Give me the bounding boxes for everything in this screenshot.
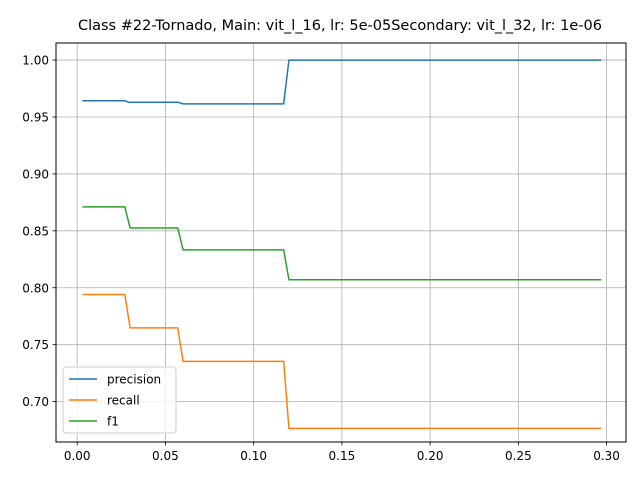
y-tick-label: 0.70 xyxy=(22,395,49,409)
x-axis: 0.00 0.05 0.10 0.15 0.20 0.25 0.30 xyxy=(64,442,620,463)
x-tick-label: 0.10 xyxy=(240,449,267,463)
x-tick-label: 0.20 xyxy=(417,449,444,463)
plot-frame xyxy=(55,42,627,443)
y-tick-label: 0.95 xyxy=(22,110,49,124)
y-tick-label: 0.90 xyxy=(22,167,49,181)
series-line-recall xyxy=(82,293,602,430)
legend-box xyxy=(62,366,177,434)
x-tick-label: 0.25 xyxy=(505,449,532,463)
chart-title: Class #22-Tornado, Main: vit_l_16, lr: 5… xyxy=(78,18,602,34)
y-tick-label: 1.00 xyxy=(22,54,49,68)
legend-label-f1: f1 xyxy=(107,415,119,429)
series-line-f1 xyxy=(82,206,602,281)
x-tick-label: 0.30 xyxy=(593,449,620,463)
legend: precision recall f1 xyxy=(62,366,177,434)
legend-label-precision: precision xyxy=(107,373,161,387)
x-tick-label: 0.00 xyxy=(64,449,91,463)
x-tick-label: 0.15 xyxy=(329,449,356,463)
y-axis: 0.70 0.75 0.80 0.85 0.90 0.95 1.00 xyxy=(22,54,56,409)
legend-label-recall: recall xyxy=(107,394,140,408)
x-tick-label: 0.05 xyxy=(152,449,179,463)
y-tick-label: 0.85 xyxy=(22,224,49,238)
y-tick-label: 0.80 xyxy=(22,281,49,295)
y-tick-label: 0.75 xyxy=(22,338,49,352)
series-layer xyxy=(82,59,602,430)
series-line-precision xyxy=(82,59,602,105)
